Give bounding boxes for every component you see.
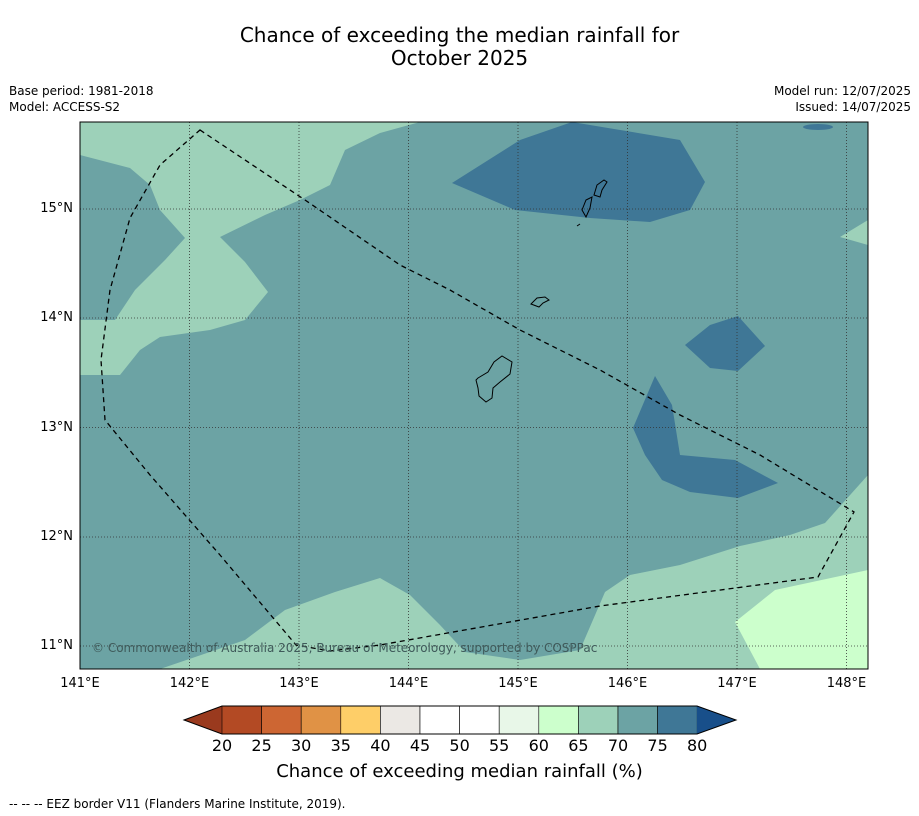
colorbar-tick: 40 <box>370 736 391 755</box>
map-frame <box>79 121 869 670</box>
colorbar-tick: 60 <box>528 736 549 755</box>
colorbar-tick: 80 <box>687 736 708 755</box>
eez-footnote: -- -- -- EEZ border V11 (Flanders Marine… <box>9 797 346 811</box>
colorbar-cell <box>221 705 262 735</box>
lon-label: 141°E <box>60 676 100 691</box>
lon-label: 147°E <box>717 676 757 691</box>
colorbar-tick: 70 <box>607 736 629 755</box>
colorbar-tick: 55 <box>489 736 510 755</box>
colorbar-tick: 45 <box>409 736 431 755</box>
colorbar-over-arrow <box>697 706 736 734</box>
lon-label: 145°E <box>498 676 538 691</box>
issued-date: Issued: 14/07/2025 <box>795 100 911 114</box>
colorbar-cell <box>498 705 540 735</box>
aguijan-island <box>576 223 581 227</box>
lat-label: 12°N <box>40 529 73 544</box>
colorbar-tick: 65 <box>568 736 589 755</box>
lon-label: 146°E <box>607 676 648 691</box>
saipan-island <box>593 179 608 198</box>
title-line-2: October 2025 <box>390 46 529 70</box>
colorbar-title: Chance of exceeding median rainfall (%) <box>276 761 643 782</box>
colorbar-cell <box>578 705 619 735</box>
colorbar-tick: 35 <box>330 736 351 755</box>
colorbar-cell <box>380 705 421 735</box>
model-run: Model run: 12/07/2025 <box>773 84 911 98</box>
colorbar-under-arrow <box>184 706 222 734</box>
colorbar <box>182 705 738 735</box>
colorbar-cell <box>300 705 342 735</box>
coastlines <box>475 179 608 403</box>
colorbar-cells <box>221 705 698 735</box>
region-65-70-south <box>160 475 868 669</box>
colorbar-tick: 75 <box>647 736 668 755</box>
lat-label: 13°N <box>40 419 73 435</box>
lat-label: 15°N <box>40 201 73 216</box>
colorbar-cell <box>340 705 381 735</box>
colorbar-tick: 20 <box>211 736 233 755</box>
colorbar-tick: 25 <box>251 736 272 755</box>
title-line-1: Chance of exceeding the median rainfall … <box>239 23 680 47</box>
lon-label: 142°E <box>169 676 210 691</box>
lon-label: 144°E <box>388 676 429 691</box>
lat-label: 14°N <box>40 310 73 325</box>
region-65-70-northwest <box>80 122 420 375</box>
lon-label: 143°E <box>279 676 319 691</box>
colorbar-cell <box>419 705 460 735</box>
tinian-island <box>581 196 593 219</box>
model-name: Model: ACCESS-S2 <box>9 100 121 114</box>
colorbar-cell <box>261 705 302 735</box>
region-75-80-north <box>452 122 705 222</box>
region-75-80-east <box>685 316 765 371</box>
eez-border <box>100 129 855 652</box>
colorbar-cell <box>657 705 698 735</box>
lon-label: 148°E <box>826 676 867 691</box>
rota-island <box>530 296 550 308</box>
region-75-80-southeast <box>633 376 778 498</box>
colorbar-cell <box>538 705 579 735</box>
colorbar-outline <box>182 705 738 735</box>
rainfall-map <box>80 122 868 669</box>
region-75-80-small <box>803 124 833 130</box>
base-period: Base period: 1981-2018 <box>9 84 154 98</box>
graticule <box>80 122 868 669</box>
region-60-65 <box>735 570 868 669</box>
region-65-70-east <box>840 220 868 245</box>
colorbar-cell <box>617 705 658 735</box>
lat-label: 11°N <box>40 638 73 653</box>
copyright-notice: © Commonwealth of Australia 2025, Bureau… <box>92 641 598 655</box>
guam-island <box>475 355 513 403</box>
colorbar-tick: 50 <box>449 736 470 755</box>
colorbar-cell <box>459 705 500 735</box>
colorbar-tick: 30 <box>291 736 312 755</box>
